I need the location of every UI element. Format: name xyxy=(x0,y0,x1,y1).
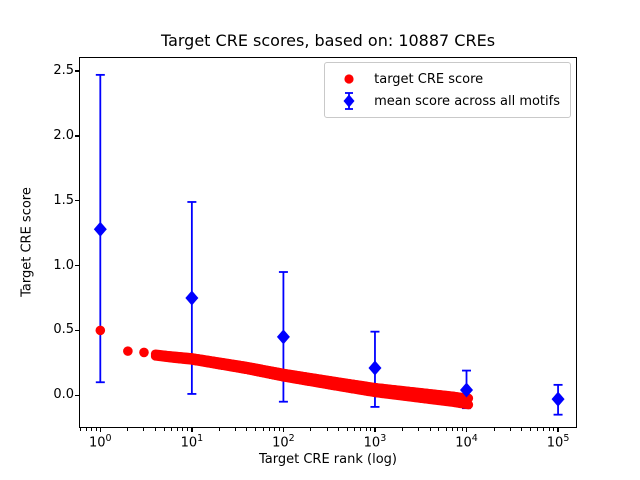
blue-diamond-errorbar-marker-icon xyxy=(343,92,355,110)
x-minor-tick-mark xyxy=(553,428,555,431)
x-minor-tick-mark xyxy=(235,428,237,431)
x-minor-tick-mark xyxy=(85,428,87,431)
x-minor-tick-mark xyxy=(493,428,495,431)
x-minor-tick-mark xyxy=(310,428,312,431)
legend-label-target-cre-score: target CRE score xyxy=(374,71,484,87)
x-minor-tick-mark xyxy=(246,428,248,431)
x-minor-tick-mark xyxy=(187,428,189,431)
x-minor-tick-mark xyxy=(338,428,340,431)
x-minor-tick-mark xyxy=(278,428,280,431)
legend-label-mean-score: mean score across all motifs xyxy=(374,93,560,109)
chart-title: Target CRE scores, based on: 10887 CREs xyxy=(160,31,496,50)
y-tick-mark xyxy=(75,70,79,72)
y-tick-label: 1.5 xyxy=(53,192,74,208)
x-minor-tick-mark xyxy=(262,428,264,431)
y-tick-label: 0.0 xyxy=(53,387,74,403)
x-minor-tick-mark xyxy=(127,428,129,431)
x-minor-tick-mark xyxy=(360,428,362,431)
y-tick-mark xyxy=(75,135,79,137)
x-minor-tick-mark xyxy=(402,428,404,431)
x-minor-tick-mark xyxy=(143,428,145,431)
x-minor-tick-mark xyxy=(445,428,447,431)
x-tick-label: 105 xyxy=(546,433,570,451)
x-tick-label: 104 xyxy=(455,433,478,451)
y-tick-mark xyxy=(75,394,79,396)
x-minor-tick-mark xyxy=(346,428,348,431)
x-tick-mark xyxy=(99,428,101,432)
x-minor-tick-mark xyxy=(354,428,356,431)
x-minor-tick-mark xyxy=(457,428,459,431)
x-tick-label: 102 xyxy=(272,433,295,451)
x-axis-label: Target CRE rank (log) xyxy=(259,452,397,467)
legend-item-target-cre-score: target CRE score xyxy=(333,68,560,90)
y-tick-mark xyxy=(75,329,79,332)
x-minor-tick-mark xyxy=(274,428,276,431)
x-minor-tick-mark xyxy=(218,428,220,431)
red-circle-marker-icon xyxy=(344,74,354,84)
x-minor-tick-mark xyxy=(418,428,420,431)
x-minor-tick-mark xyxy=(95,428,97,431)
x-tick-label: 103 xyxy=(363,433,387,451)
x-minor-tick-mark xyxy=(548,428,550,431)
x-minor-tick-mark xyxy=(530,428,531,431)
x-tick-label: 101 xyxy=(180,433,204,451)
data-layer xyxy=(93,73,565,416)
x-minor-tick-mark xyxy=(461,428,463,431)
x-minor-tick-mark xyxy=(370,428,372,431)
x-minor-tick-mark xyxy=(438,428,440,431)
legend-item-mean-score: mean score across all motifs xyxy=(333,90,560,112)
x-tick-label: 100 xyxy=(89,433,112,451)
y-tick-label: 2.0 xyxy=(53,127,74,143)
y-tick-label: 2.5 xyxy=(53,62,74,78)
x-minor-tick-mark xyxy=(509,428,511,431)
y-tick-mark xyxy=(75,264,79,267)
y-tick-mark xyxy=(75,199,79,202)
x-minor-tick-mark xyxy=(365,428,367,431)
plot-area: target CRE score mean score across all m… xyxy=(79,57,577,428)
y-tick-label: 1.0 xyxy=(53,257,74,273)
x-minor-tick-mark xyxy=(537,428,539,431)
x-tick-mark xyxy=(557,428,559,432)
x-minor-tick-mark xyxy=(90,428,92,431)
x-minor-tick-mark xyxy=(182,428,184,431)
x-minor-tick-mark xyxy=(163,428,165,431)
x-tick-mark xyxy=(282,428,285,432)
x-tick-mark xyxy=(374,428,376,432)
x-minor-tick-mark xyxy=(268,428,270,431)
y-axis-label: Target CRE score xyxy=(19,187,35,297)
x-minor-tick-mark xyxy=(177,428,179,431)
x-minor-tick-mark xyxy=(543,428,545,431)
x-minor-tick-mark xyxy=(521,428,523,431)
y-tick-label: 0.5 xyxy=(53,322,74,338)
x-minor-tick-mark xyxy=(255,428,257,431)
x-tick-mark xyxy=(465,428,468,432)
x-minor-tick-mark xyxy=(326,428,328,431)
x-minor-tick-mark xyxy=(79,428,81,431)
x-minor-tick-mark xyxy=(429,428,431,431)
x-tick-mark xyxy=(191,428,193,432)
x-minor-tick-mark xyxy=(154,428,156,431)
x-minor-tick-mark xyxy=(171,428,173,431)
legend: target CRE score mean score across all m… xyxy=(324,62,571,118)
x-minor-tick-mark xyxy=(451,428,453,431)
